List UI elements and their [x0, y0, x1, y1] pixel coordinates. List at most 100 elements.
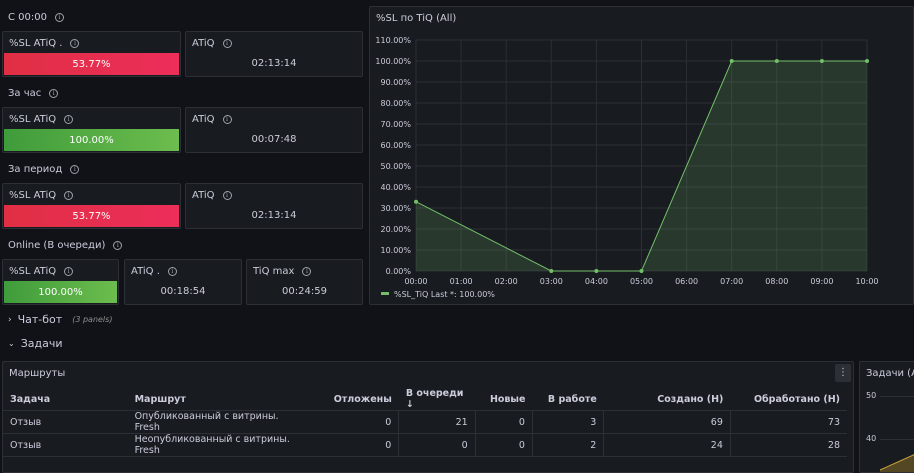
stat-title-text: %SL ATiQ — [9, 190, 57, 201]
stat-value: 02:13:14 — [251, 58, 297, 69]
table-container: Задача Маршрут Отложены В очереди ↓ Новы… — [3, 388, 847, 457]
section-title-text: Online (В очереди) — [8, 240, 106, 251]
cell-in-work: 3 — [531, 410, 604, 434]
info-icon[interactable]: i — [70, 165, 80, 174]
column-header-created[interactable]: Создано (Н) — [603, 388, 731, 411]
chevron-right-icon: › — [8, 314, 12, 325]
info-icon[interactable]: i — [70, 39, 80, 48]
chevron-down-icon: ⌄ — [8, 339, 15, 348]
stat-value: 00:24:59 — [282, 286, 327, 297]
column-header-route[interactable]: Маршрут — [127, 388, 309, 411]
info-icon[interactable]: i — [64, 191, 74, 200]
x-tick-label: 00:00 — [404, 277, 427, 286]
stat-panel-sl-4: %SL ATiQ i 100.00% — [2, 259, 119, 305]
x-tick-label: 08:00 — [765, 277, 788, 286]
info-icon[interactable]: i — [64, 115, 74, 124]
info-icon[interactable]: i — [113, 241, 123, 250]
table-title: Маршруты — [9, 368, 66, 379]
section-title-online: Online (В очереди) i — [8, 240, 123, 251]
info-icon[interactable]: i — [64, 267, 74, 276]
info-icon[interactable]: i — [49, 89, 59, 98]
cell-in-queue: 0 — [398, 433, 476, 457]
cell-in-work: 2 — [531, 433, 604, 457]
data-point — [549, 269, 554, 273]
section-title-text: За период — [8, 164, 63, 175]
data-point — [774, 59, 779, 63]
x-tick-label: 04:00 — [585, 277, 608, 286]
table-panel-routes: Маршруты ⋮ Задача Маршрут Отложены В оче… — [2, 361, 854, 473]
x-tick-label: 01:00 — [450, 277, 473, 286]
info-icon[interactable]: i — [167, 267, 177, 276]
x-tick-label: 05:00 — [630, 277, 653, 286]
line-chart[interactable]: 110.00% 100.00% 90.00% 80.00% 70.00% 60.00% 50… — [370, 7, 913, 304]
stat-panel-title: ATiQ . i — [131, 266, 177, 277]
cell-route: Неопубликованный с витрины. Fresh — [127, 433, 309, 457]
section-title-last-hour: За час i — [8, 88, 59, 99]
gridline — [880, 439, 914, 440]
stat-panel-sl-2: %SL ATiQ i 100.00% — [2, 107, 181, 153]
stat-panel-title: TiQ max i — [253, 266, 312, 277]
stat-value-bar: 53.77% — [4, 53, 179, 75]
y-tick-label: 40.00% — [380, 183, 411, 192]
chart-title: Задачи (All) — [866, 368, 914, 379]
stat-title-text: %SL ATiQ — [9, 266, 57, 277]
y-tick-label: 90.00% — [380, 78, 411, 87]
info-icon[interactable]: i — [302, 267, 312, 276]
chart-series-fragment — [879, 454, 914, 472]
panel-menu-icon[interactable]: ⋮ — [835, 364, 851, 382]
table-header-row: Задача Маршрут Отложены В очереди ↓ Новы… — [3, 388, 847, 411]
data-point — [594, 269, 599, 273]
data-point — [819, 59, 824, 63]
y-tick-label: 40 — [866, 434, 877, 443]
cell-in-queue: 21 — [398, 410, 476, 434]
stat-panel-atiq-3: ATiQ i 02:13:14 — [185, 183, 363, 229]
y-tick-label: 70.00% — [380, 120, 411, 129]
row-chatbot[interactable]: › Чат-бот (3 panels) — [8, 313, 112, 326]
chart-panel-sl-by-tiq: %SL по TiQ (All) 110.00% 100.00% 90.00% 80.… — [369, 6, 914, 305]
y-tick-label: 20.00% — [380, 225, 411, 234]
cell-created: 24 — [603, 433, 731, 457]
row-tasks[interactable]: ⌄ Задачи — [8, 337, 63, 350]
y-tick-label: 110.00% — [375, 36, 411, 45]
column-header-in-queue[interactable]: В очереди ↓ — [398, 388, 476, 411]
stat-panel-title: ATiQ i — [192, 190, 232, 201]
info-icon[interactable]: i — [222, 115, 232, 124]
cell-new: 0 — [474, 433, 533, 457]
column-header-postponed[interactable]: Отложены — [308, 388, 399, 411]
cell-processed: 73 — [729, 410, 847, 434]
stat-title-text: ATiQ — [192, 190, 215, 201]
chart-title: %SL по TiQ (All) — [376, 13, 457, 24]
info-icon[interactable]: i — [222, 191, 232, 200]
column-header-new[interactable]: Новые — [475, 388, 533, 411]
row-title: Чат-бот — [17, 313, 63, 326]
section-title-text: С 00:00 — [8, 12, 47, 23]
stat-title-text: ATiQ — [192, 38, 215, 49]
sort-arrow-icon: ↓ — [405, 399, 414, 410]
data-point — [639, 269, 644, 273]
info-icon[interactable]: i — [222, 39, 232, 48]
cell-postponed: 0 — [308, 410, 399, 434]
routes-table: Задача Маршрут Отложены В очереди ↓ Новы… — [3, 388, 847, 457]
stat-panel-atiq-4: ATiQ . i 00:18:54 — [124, 259, 242, 305]
stat-title-text: TiQ max — [253, 266, 295, 277]
stat-title-text: ATiQ — [192, 114, 215, 125]
stat-panel-sl-1: %SL ATiQ . i 53.77% — [2, 31, 181, 77]
stat-title-text: %SL ATiQ . — [9, 38, 63, 49]
section-title-period: За период i — [8, 164, 80, 175]
table-row[interactable]: Отзыв Опубликованный с витрины. Fresh 0 … — [3, 410, 847, 434]
table-row[interactable]: Отзыв Неопубликованный с витрины. Fresh … — [3, 433, 847, 457]
column-header-in-work[interactable]: В работе — [532, 388, 604, 411]
x-tick-label: 02:00 — [495, 277, 518, 286]
legend-label: %SL_TiQ Last *: 100.00% — [394, 290, 495, 299]
column-header-task[interactable]: Задача — [3, 388, 128, 411]
cell-route: Опубликованный с витрины. Fresh — [127, 410, 309, 434]
column-header-processed[interactable]: Обработано (Н) — [730, 388, 847, 411]
y-tick-label: 50.00% — [380, 162, 411, 171]
info-icon[interactable]: i — [54, 13, 64, 22]
x-tick-label: 07:00 — [720, 277, 743, 286]
cell-task: Отзыв — [3, 433, 128, 457]
y-tick-label: 0.00% — [386, 267, 412, 276]
stat-title-text: ATiQ . — [131, 266, 160, 277]
y-tick-label: 50 — [866, 391, 877, 400]
series-area — [416, 61, 867, 271]
